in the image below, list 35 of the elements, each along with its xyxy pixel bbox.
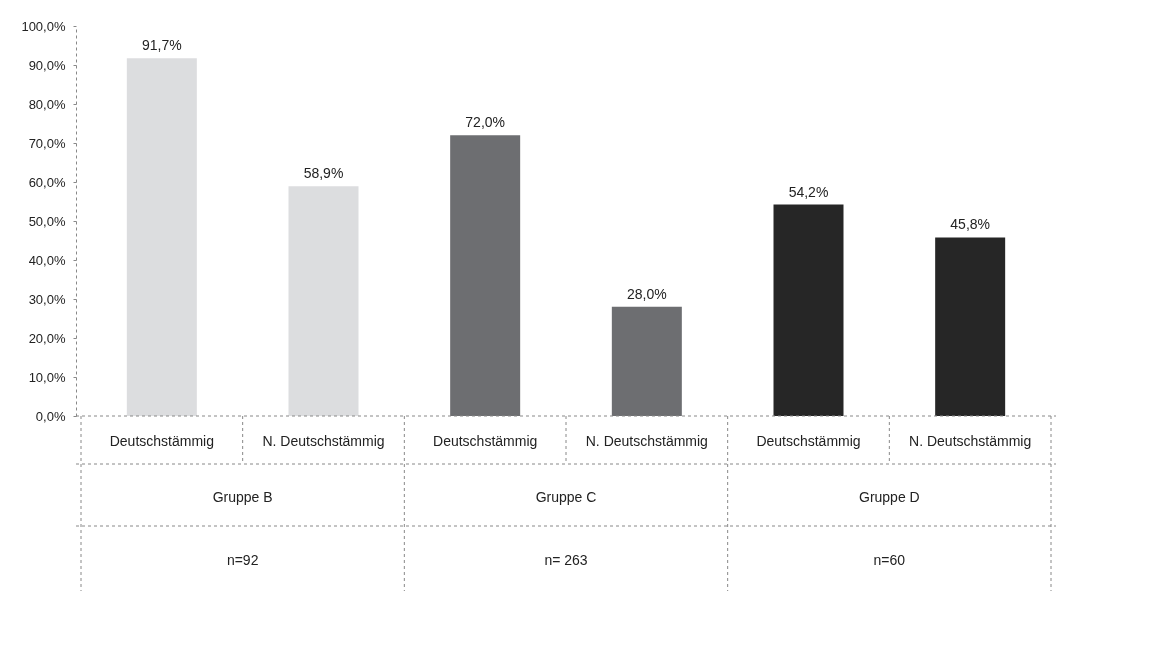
y-tick-label: 0,0%	[35, 408, 66, 424]
data-label: 28,0%	[626, 285, 667, 302]
text: Gruppe C	[535, 489, 597, 505]
data-label: 45,8%	[950, 216, 991, 233]
y-tick-label: 90,0%	[28, 57, 66, 73]
x-tick-label: N. Deutschstämmig	[585, 433, 708, 449]
data-label: 91,7%	[141, 37, 182, 54]
y-tick-label: 10,0%	[28, 369, 66, 385]
bar	[935, 237, 1006, 416]
x-tick-label: Deutschstämmig	[109, 433, 214, 449]
x-tick-label: Deutschstämmig	[433, 433, 538, 449]
data-label: 72,0%	[465, 114, 506, 131]
y-tick-label: 80,0%	[28, 96, 66, 112]
x-tick-label: Deutschstämmig	[756, 433, 861, 449]
x-tick-label: N. Deutschstämmig	[909, 433, 1032, 449]
y-tick-label: 100,0%	[21, 18, 66, 34]
data-label: 54,2%	[788, 183, 829, 200]
bar	[611, 306, 682, 416]
y-tick-label: 60,0%	[28, 174, 66, 190]
bar	[126, 58, 197, 416]
text: n=92	[226, 552, 259, 568]
y-tick-label: 20,0%	[28, 330, 66, 346]
y-tick-label: 70,0%	[28, 135, 66, 151]
bar	[288, 186, 359, 416]
x-tick-label: N. Deutschstämmig	[262, 433, 385, 449]
text: Gruppe B	[212, 489, 273, 505]
bar	[773, 204, 844, 416]
text: n=60	[873, 552, 906, 568]
y-tick-label: 40,0%	[28, 252, 66, 268]
y-tick-label: 30,0%	[28, 291, 66, 307]
bar	[450, 135, 521, 416]
data-label: 58,9%	[303, 165, 344, 182]
y-tick-label: 50,0%	[28, 213, 66, 229]
text: Gruppe D	[858, 489, 920, 505]
text: n= 263	[544, 552, 588, 568]
